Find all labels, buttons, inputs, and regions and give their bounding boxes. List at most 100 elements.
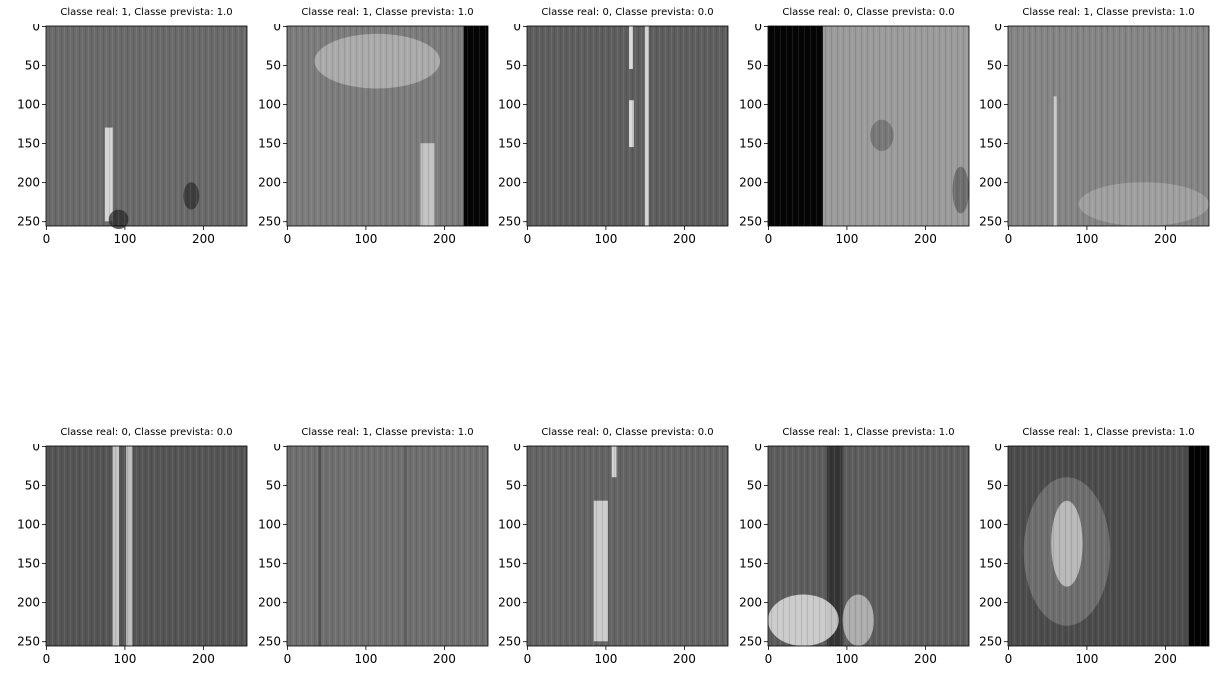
x-tick-label: 0	[43, 232, 51, 246]
y-tick-label: 200	[498, 596, 521, 610]
x-tick-label: 100	[835, 232, 858, 246]
panel-title: Classe real: 0, Classe prevista: 0.0	[541, 427, 714, 438]
y-tick-label: 250	[498, 215, 521, 229]
x-tick-label: 0	[43, 652, 51, 666]
y-tick-label: 200	[739, 596, 762, 610]
y-tick-label: 200	[979, 596, 1002, 610]
image-texture	[287, 446, 488, 646]
y-tick-label: 0	[994, 444, 1002, 453]
x-tick-label: 200	[673, 232, 696, 246]
x-tick-label: 100	[594, 232, 617, 246]
y-tick-label: 150	[498, 557, 521, 571]
y-tick-label: 250	[498, 635, 521, 649]
panel-title: Classe real: 0, Classe prevista: 0.0	[60, 427, 233, 438]
image-texture	[768, 446, 969, 646]
x-tick-label: 200	[914, 652, 937, 666]
y-tick-label: 150	[17, 137, 40, 151]
y-tick-label: 250	[979, 635, 1002, 649]
y-tick-label: 200	[979, 176, 1002, 190]
axes-frame	[45, 445, 248, 647]
y-tick-label: 50	[266, 58, 281, 72]
axes-frame	[286, 445, 489, 647]
panel-title: Classe real: 0, Classe prevista: 0.0	[541, 7, 714, 18]
y-tick-label: 200	[498, 176, 521, 190]
y-tick-label: 50	[506, 478, 521, 492]
panel-title: Classe real: 1, Classe prevista: 1.0	[782, 427, 955, 438]
y-tick-label: 150	[17, 557, 40, 571]
y-tick-label: 250	[17, 635, 40, 649]
image-panel: 0 100 200 0 50 100 150 200 250	[498, 444, 729, 666]
x-tick-label: 0	[765, 652, 773, 666]
y-tick-label: 0	[32, 444, 40, 453]
panel-title: Classe real: 1, Classe prevista: 1.0	[1022, 427, 1195, 438]
panel-title: Classe real: 0, Classe prevista: 0.0	[782, 7, 955, 18]
y-tick-label: 100	[739, 518, 762, 532]
x-tick-label: 200	[192, 232, 215, 246]
y-tick-label: 250	[258, 635, 281, 649]
axes-frame	[45, 25, 248, 227]
y-tick-label: 200	[739, 176, 762, 190]
x-tick-label: 0	[765, 232, 773, 246]
image-panel: 0 100 200 0 50 100 150 200 250	[739, 444, 970, 666]
image-texture	[527, 26, 728, 226]
y-tick-label: 150	[739, 137, 762, 151]
x-tick-label: 100	[835, 652, 858, 666]
y-tick-label: 150	[498, 137, 521, 151]
y-tick-label: 250	[739, 635, 762, 649]
image-panel: 0 100 200 0 50 100 150 200 250	[739, 24, 970, 246]
y-tick-label: 200	[17, 596, 40, 610]
axes-frame	[767, 445, 970, 647]
image-texture	[527, 446, 728, 646]
y-tick-label: 100	[498, 98, 521, 112]
y-tick-label: 50	[987, 478, 1002, 492]
x-tick-label: 200	[673, 652, 696, 666]
y-tick-label: 250	[258, 215, 281, 229]
y-tick-label: 50	[747, 478, 762, 492]
image-texture	[287, 26, 488, 226]
y-tick-label: 50	[266, 478, 281, 492]
y-tick-label: 0	[32, 24, 40, 33]
image-texture	[1008, 26, 1209, 226]
image-texture	[46, 26, 247, 226]
y-tick-label: 0	[513, 444, 521, 453]
y-tick-label: 0	[754, 24, 762, 33]
axes-frame	[526, 25, 729, 227]
axes-frame	[767, 25, 970, 227]
x-tick-label: 100	[113, 652, 136, 666]
x-tick-label: 0	[524, 232, 532, 246]
x-tick-label: 100	[1075, 232, 1098, 246]
x-tick-label: 0	[1005, 232, 1013, 246]
y-tick-label: 150	[739, 557, 762, 571]
image-panel: 0 100 200 0 50 100 150 200 250	[17, 444, 248, 666]
y-tick-label: 150	[979, 557, 1002, 571]
image-panel: 0 100 200 0 50 100 150 200 250	[979, 444, 1210, 666]
y-tick-label: 100	[17, 518, 40, 532]
panel-title: Classe real: 1, Classe prevista: 1.0	[60, 7, 233, 18]
y-tick-label: 250	[17, 215, 40, 229]
image-texture	[46, 446, 247, 646]
y-tick-label: 0	[273, 24, 281, 33]
axes-frame	[1007, 445, 1210, 647]
y-tick-label: 100	[17, 98, 40, 112]
x-tick-label: 100	[354, 652, 377, 666]
y-tick-label: 100	[258, 98, 281, 112]
y-tick-label: 50	[25, 478, 40, 492]
y-tick-label: 50	[506, 58, 521, 72]
axes-frame	[286, 25, 489, 227]
axes-frame	[526, 445, 729, 647]
image-panel: 0 100 200 0 50 100 150 200 250	[17, 24, 248, 246]
image-panel: 0 100 200 0 50 100 150 200 250	[979, 24, 1210, 246]
y-tick-label: 100	[498, 518, 521, 532]
y-tick-label: 250	[739, 215, 762, 229]
y-tick-label: 150	[258, 557, 281, 571]
x-tick-label: 100	[354, 232, 377, 246]
y-tick-label: 200	[17, 176, 40, 190]
y-tick-label: 100	[739, 98, 762, 112]
y-tick-label: 150	[979, 137, 1002, 151]
y-tick-label: 150	[258, 137, 281, 151]
x-tick-label: 0	[524, 652, 532, 666]
x-tick-label: 100	[113, 232, 136, 246]
y-tick-label: 0	[754, 444, 762, 453]
y-tick-label: 100	[979, 518, 1002, 532]
